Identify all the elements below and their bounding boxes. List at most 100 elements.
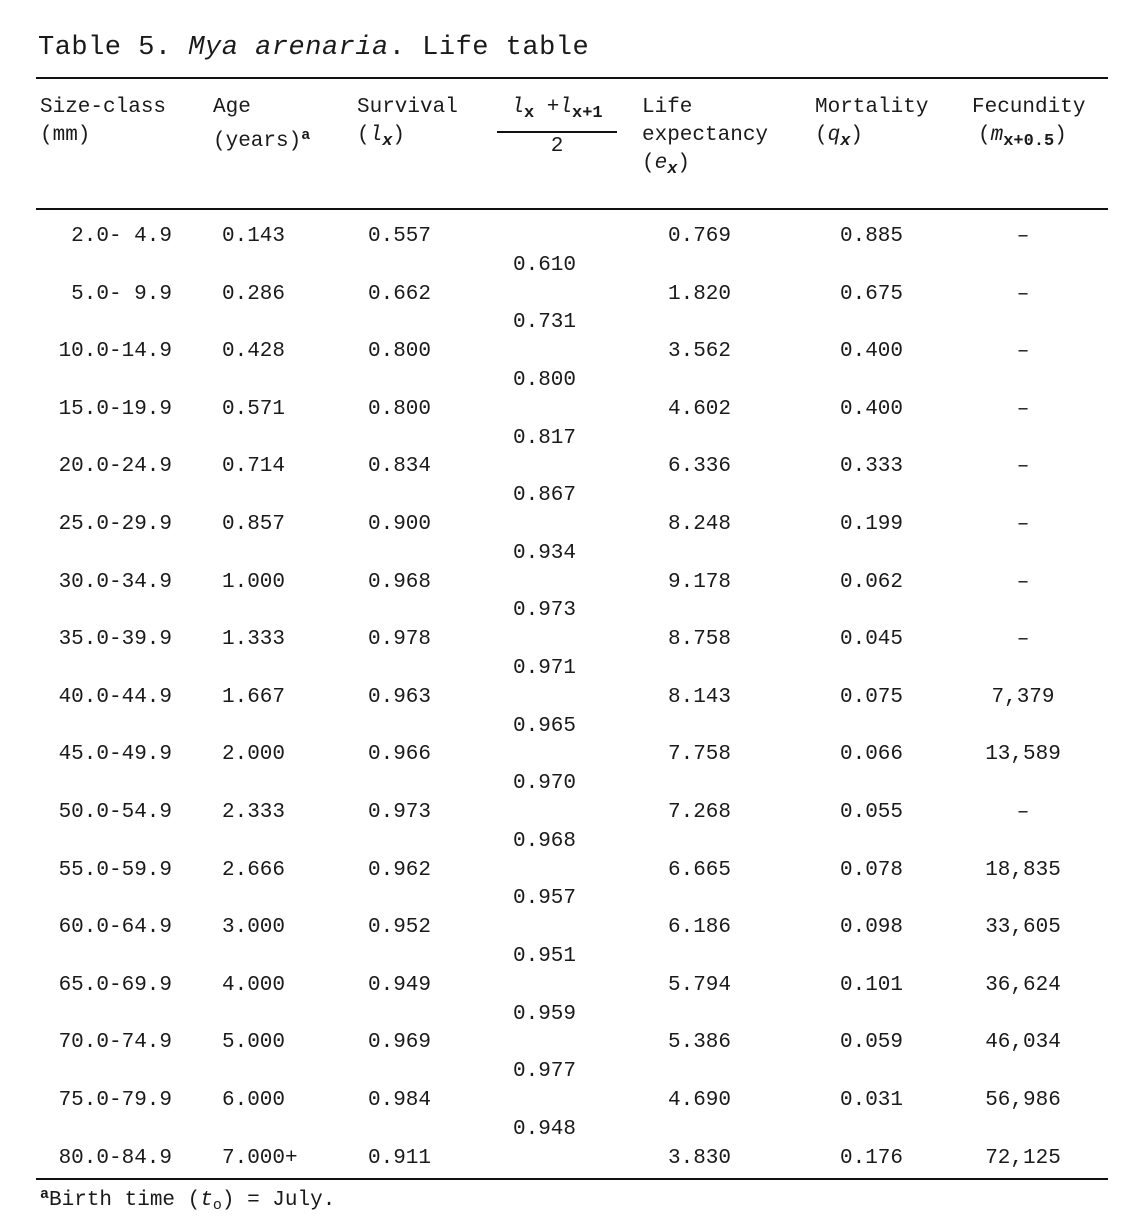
cell-age: 7.000+ <box>222 1146 298 1170</box>
cell-age: 0.571 <box>222 397 286 421</box>
cell-fecundity: 36,624 <box>985 973 1061 997</box>
cell-size-class: 45.0-49.9 <box>58 743 172 767</box>
cell-mean-survival: 0.977 <box>513 1060 577 1084</box>
cell-size-class: 70.0-74.9 <box>58 1031 172 1055</box>
cell-mean-survival: 0.970 <box>513 772 577 796</box>
cell-mean-survival: 0.968 <box>513 829 577 853</box>
fraction-bar <box>497 131 617 133</box>
top-rule <box>36 77 1108 79</box>
cell-mortality: 0.098 <box>840 916 904 940</box>
cell-survival: 0.963 <box>368 685 432 709</box>
cell-survival: 0.911 <box>368 1146 432 1170</box>
cell-life-expectancy: 0.769 <box>668 225 732 248</box>
cell-mortality: 0.101 <box>840 973 904 997</box>
cell-size-class: 2.0- 4.9 <box>71 225 172 248</box>
cell-survival: 0.962 <box>368 858 432 882</box>
header-fecundity: Fecundity (mx+0.5) <box>972 96 1086 151</box>
cell-size-class: 25.0-29.9 <box>58 513 172 536</box>
cell-age: 0.143 <box>222 225 286 248</box>
cell-fecundity: 18,835 <box>985 858 1061 882</box>
cell-fecundity: – <box>1016 340 1030 364</box>
cell-fecundity: 72,125 <box>985 1146 1061 1170</box>
cell-mean-survival: 0.610 <box>513 253 577 277</box>
bottom-rule <box>36 1178 1108 1180</box>
cell-mean-survival: 0.817 <box>513 426 577 450</box>
header-rule <box>36 208 1108 210</box>
cell-life-expectancy: 5.794 <box>668 973 732 997</box>
cell-life-expectancy: 8.758 <box>668 628 732 652</box>
cell-age: 3.000 <box>222 916 286 940</box>
cell-age: 4.000 <box>222 973 286 997</box>
cell-survival: 0.969 <box>368 1031 432 1055</box>
cell-age: 2.333 <box>222 801 286 824</box>
cell-age: 1.333 <box>222 628 286 652</box>
fraction-numerator: lx +lx+1 <box>511 96 603 123</box>
cell-age: 6.000 <box>222 1089 286 1112</box>
cell-age: 1.667 <box>222 685 286 709</box>
cell-life-expectancy: 8.248 <box>668 513 732 536</box>
header-age: Age (years)a <box>213 96 311 153</box>
cell-size-class: 60.0-64.9 <box>58 916 172 940</box>
cell-age: 0.857 <box>222 513 286 536</box>
cell-life-expectancy: 3.562 <box>668 340 732 364</box>
cell-mean-survival: 0.965 <box>513 714 577 738</box>
cell-life-expectancy: 7.268 <box>668 801 732 824</box>
cell-size-class: 30.0-34.9 <box>58 570 172 594</box>
cell-size-class: 5.0- 9.9 <box>71 282 172 306</box>
cell-mortality: 0.045 <box>840 628 904 652</box>
cell-fecundity: – <box>1016 628 1030 652</box>
cell-survival: 0.662 <box>368 282 432 306</box>
cell-fecundity: – <box>1016 513 1030 536</box>
header-survival: Survival (lx) <box>357 96 458 151</box>
cell-mortality: 0.400 <box>840 397 904 421</box>
cell-mortality: 0.675 <box>840 282 904 306</box>
cell-life-expectancy: 9.178 <box>668 570 732 594</box>
cell-age: 1.000 <box>222 570 286 594</box>
cell-fecundity: 13,589 <box>985 743 1061 767</box>
header-mean-survival-fraction: lx +lx+1 2 <box>497 94 617 159</box>
cell-life-expectancy: 6.665 <box>668 858 732 882</box>
cell-life-expectancy: 8.143 <box>668 685 732 709</box>
cell-fecundity: – <box>1016 225 1030 248</box>
table-title: Table 5. Mya arenaria. Life table <box>38 33 589 63</box>
cell-fecundity: 33,605 <box>985 916 1061 940</box>
cell-fecundity: 56,986 <box>985 1089 1061 1112</box>
cell-age: 0.428 <box>222 340 286 364</box>
cell-size-class: 40.0-44.9 <box>58 685 172 709</box>
fraction-denominator: 2 <box>550 135 564 158</box>
cell-mortality: 0.333 <box>840 455 904 479</box>
cell-survival: 0.800 <box>368 397 432 421</box>
header-mortality: Mortality (qx) <box>815 96 929 151</box>
cell-size-class: 20.0-24.9 <box>58 455 172 479</box>
cell-size-class: 65.0-69.9 <box>58 973 172 997</box>
cell-survival: 0.949 <box>368 973 432 997</box>
cell-age: 0.286 <box>222 282 286 306</box>
cell-survival: 0.966 <box>368 743 432 767</box>
cell-mortality: 0.176 <box>840 1146 904 1170</box>
cell-fecundity: 46,034 <box>985 1031 1061 1055</box>
cell-mortality: 0.400 <box>840 340 904 364</box>
cell-survival: 0.800 <box>368 340 432 364</box>
cell-life-expectancy: 6.186 <box>668 916 732 940</box>
cell-age: 2.666 <box>222 858 286 882</box>
cell-fecundity: – <box>1016 397 1030 421</box>
cell-life-expectancy: 5.386 <box>668 1031 732 1055</box>
cell-fecundity: – <box>1016 282 1030 306</box>
cell-life-expectancy: 4.602 <box>668 397 732 421</box>
cell-survival: 0.952 <box>368 916 432 940</box>
header-life-expectancy: Life expectancy (ex) <box>642 96 769 179</box>
cell-life-expectancy: 3.830 <box>668 1146 732 1170</box>
cell-mean-survival: 0.951 <box>513 945 577 968</box>
header-size-class: Size-class (mm) <box>40 96 167 147</box>
cell-survival: 0.968 <box>368 570 432 594</box>
cell-size-class: 75.0-79.9 <box>58 1089 172 1112</box>
cell-mean-survival: 0.867 <box>513 484 577 508</box>
footnote-marker: a <box>40 1186 50 1203</box>
cell-life-expectancy: 7.758 <box>668 743 732 767</box>
cell-fecundity: – <box>1016 801 1030 824</box>
cell-life-expectancy: 1.820 <box>668 282 732 306</box>
cell-mean-survival: 0.973 <box>513 599 577 623</box>
cell-mean-survival: 0.957 <box>513 887 577 911</box>
cell-mean-survival: 0.731 <box>513 311 577 335</box>
cell-mortality: 0.062 <box>840 570 904 594</box>
